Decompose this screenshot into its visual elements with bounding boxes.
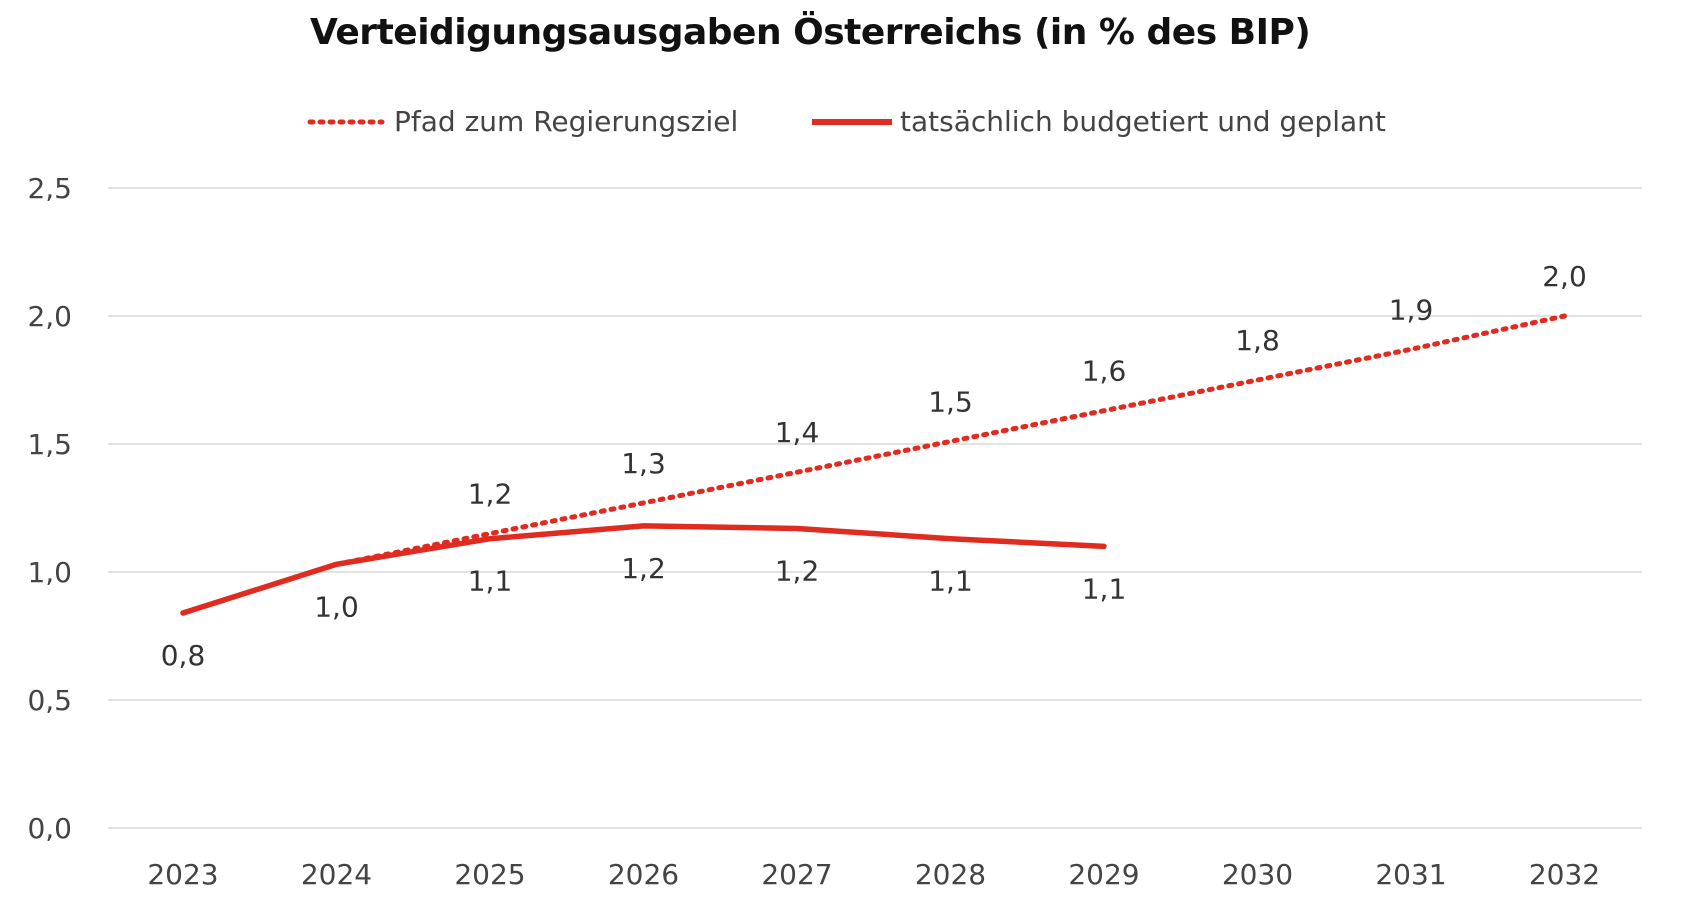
data-labels: 1,2 1,3 1,4 1,5 1,6 1,8 1,9 2,0 0,8 1,0 1,1 1,2 1,2 1… [161,260,1587,672]
data-label-target-path: 1,9 [1389,293,1434,326]
data-label-actual: 1,0 [314,590,359,623]
x-tick-label: 2029 [1068,858,1139,891]
data-label-target-path: 1,5 [928,385,973,418]
y-tick-label: 2,5 [27,172,72,205]
x-tick-label: 2032 [1529,858,1600,891]
y-tick-label: 1,0 [27,556,72,589]
x-tick-label: 2031 [1375,858,1446,891]
y-tick-label: 0,0 [27,812,72,845]
chart-title: Verteidigungsausgaben Österreichs (in % … [310,12,1311,53]
gridlines [108,187,1642,829]
x-tick-label: 2027 [761,858,832,891]
y-tick-label: 1,5 [27,428,72,461]
series-lines [180,313,1567,616]
x-tick-label: 2023 [147,858,218,891]
x-tick-label: 2028 [915,858,986,891]
data-label-target-path: 1,4 [775,416,820,449]
data-label-target-path: 1,8 [1235,324,1280,357]
data-label-actual: 1,2 [621,552,666,585]
legend-label-actual: tatsächlich budgetiert und geplant [900,105,1386,138]
data-label-target-path: 1,3 [621,447,666,480]
x-axis-ticks: 2023 2024 2025 2026 2027 2028 2029 2030 2031 2032 [147,858,1600,891]
data-label-target-path: 1,2 [468,478,513,511]
series-line-target-path [334,313,1567,567]
x-tick-label: 2024 [301,858,372,891]
data-label-target-path: 1,6 [1082,355,1127,388]
x-tick-label: 2026 [608,858,679,891]
data-label-actual: 1,1 [928,565,973,598]
y-tick-label: 2,0 [27,300,72,333]
legend-label-target-path: Pfad zum Regierungsziel [394,105,738,138]
series-line-actual [180,523,1107,616]
x-tick-label: 2030 [1222,858,1293,891]
data-label-actual: 0,8 [161,639,206,672]
data-label-target-path: 2,0 [1542,260,1587,293]
x-tick-label: 2025 [454,858,525,891]
y-tick-label: 0,5 [27,684,72,717]
data-label-actual: 1,2 [775,554,820,587]
y-axis-ticks: 0,0 0,5 1,0 1,5 2,0 2,5 [27,172,72,845]
data-label-actual: 1,1 [1082,572,1127,605]
legend: Pfad zum Regierungsziel tatsächlich budg… [307,105,1386,138]
data-label-actual: 1,1 [468,565,513,598]
